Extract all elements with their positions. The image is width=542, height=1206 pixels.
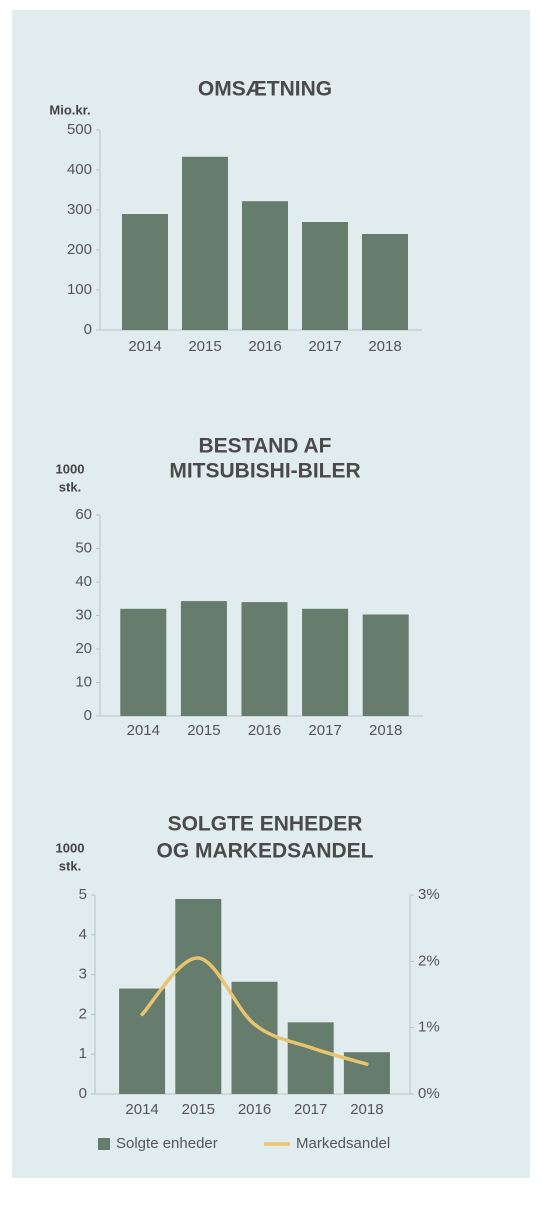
y2-tick-label: 2% <box>418 952 440 969</box>
bar <box>180 601 227 716</box>
x-tick-label: 2015 <box>188 338 221 355</box>
bar <box>362 234 408 330</box>
y-tick-label: 10 <box>75 673 92 690</box>
y-axis-label: 1000 <box>56 840 85 855</box>
y-tick-label: 20 <box>75 640 92 657</box>
bar <box>122 214 168 330</box>
y-tick-label: 50 <box>75 539 92 556</box>
y2-tick-label: 3% <box>418 886 440 903</box>
bar <box>362 614 409 716</box>
x-tick-label: 2014 <box>128 338 161 355</box>
x-tick-label: 2018 <box>369 722 402 739</box>
chart-title: SOLGTE ENHEDER <box>168 813 363 836</box>
y-axis-label: stk. <box>59 858 81 873</box>
y-axis-label: Mio.kr. <box>49 102 90 117</box>
y-tick-label: 400 <box>67 161 92 178</box>
y-axis-label: stk. <box>59 479 81 494</box>
x-tick-label: 2017 <box>308 338 341 355</box>
bar <box>120 608 167 716</box>
y-tick-label: 0 <box>84 707 92 724</box>
y-tick-label: 0 <box>79 1085 87 1102</box>
x-tick-label: 2015 <box>187 722 220 739</box>
y2-tick-label: 1% <box>418 1019 440 1036</box>
x-tick-label: 2014 <box>125 1101 158 1118</box>
y-tick-label: 100 <box>67 281 92 298</box>
y-tick-label: 60 <box>75 506 92 523</box>
y-tick-label: 500 <box>67 121 92 138</box>
x-tick-label: 2014 <box>127 722 160 739</box>
y-tick-label: 2 <box>79 1005 87 1022</box>
x-tick-label: 2017 <box>308 722 341 739</box>
line <box>140 956 369 1066</box>
chart-title: OG MARKEDSANDEL <box>156 840 373 863</box>
bar <box>175 898 222 1094</box>
bar <box>231 981 278 1094</box>
x-tick-label: 2016 <box>248 722 281 739</box>
x-tick-label: 2016 <box>248 338 281 355</box>
y-tick-label: 30 <box>75 606 92 623</box>
y-tick-label: 40 <box>75 573 92 590</box>
x-tick-label: 2017 <box>294 1101 327 1118</box>
bar <box>241 602 288 716</box>
x-tick-label: 2015 <box>182 1101 215 1118</box>
y-tick-label: 300 <box>67 201 92 218</box>
bar <box>182 156 228 330</box>
y-tick-label: 0 <box>84 321 92 338</box>
legend-label: Markedsandel <box>296 1135 390 1152</box>
x-tick-label: 2018 <box>368 338 401 355</box>
bar <box>119 988 166 1094</box>
y2-tick-label: 0% <box>418 1085 440 1102</box>
y-tick-label: 1 <box>79 1045 87 1062</box>
chart-title: OMSÆTNING <box>198 78 332 101</box>
bar <box>287 1022 334 1094</box>
x-tick-label: 2016 <box>238 1101 271 1118</box>
chart-title: MITSUBISHI-BILER <box>169 460 360 483</box>
y-tick-label: 200 <box>67 241 92 258</box>
bar <box>242 201 288 330</box>
bar <box>302 608 349 716</box>
bar <box>302 222 348 330</box>
y-tick-label: 3 <box>79 966 87 983</box>
chart-title: BESTAND AF <box>199 435 332 458</box>
legend-swatch <box>98 1138 110 1150</box>
y-axis-label: 1000 <box>56 461 85 476</box>
y-tick-label: 5 <box>79 886 87 903</box>
legend-label: Solgte enheder <box>116 1135 218 1152</box>
x-tick-label: 2018 <box>350 1101 383 1118</box>
y-tick-label: 4 <box>79 926 87 943</box>
